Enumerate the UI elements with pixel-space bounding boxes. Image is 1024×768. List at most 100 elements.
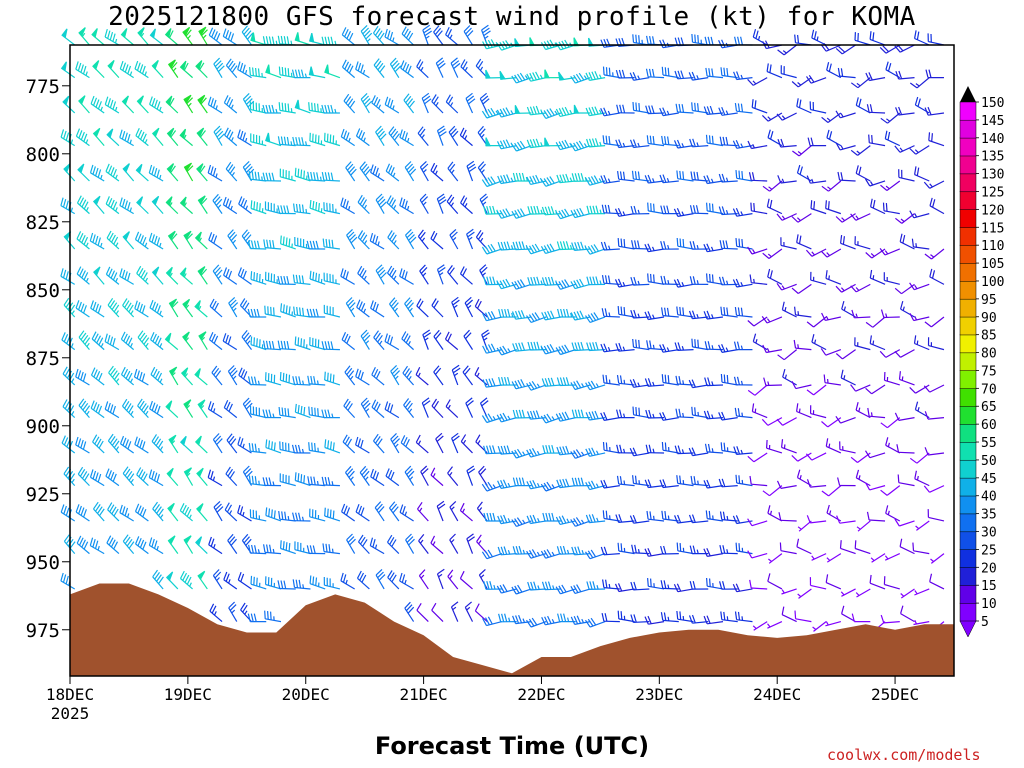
wind-barb (825, 270, 842, 285)
wind-barb (360, 397, 371, 418)
wind-barb (675, 103, 694, 114)
wind-barb (570, 310, 591, 321)
wind-barb (885, 505, 901, 522)
wind-barb (855, 165, 871, 182)
wind-barb (90, 400, 105, 419)
wind-barb (355, 368, 370, 386)
wind-barb (179, 128, 193, 147)
wind-barb (355, 61, 370, 79)
wind-barb (212, 264, 223, 285)
wind-barb (794, 610, 812, 623)
wind-barb (511, 208, 532, 219)
wind-barb (869, 269, 886, 285)
colorbar-label: 125 (981, 185, 1004, 200)
wind-barb (720, 373, 738, 386)
wind-barb (526, 514, 547, 525)
wind-barb (676, 306, 694, 318)
wind-barb (911, 238, 930, 250)
wind-barb (222, 28, 238, 46)
wind-barb (661, 307, 679, 318)
wind-barb (676, 475, 694, 487)
wind-barb (632, 101, 650, 114)
wind-barb (570, 615, 591, 625)
wind-barb (909, 77, 930, 89)
wind-barb (134, 300, 149, 318)
wind-barb (483, 445, 503, 455)
wind-barb (602, 374, 620, 386)
wind-barb (122, 466, 135, 487)
wind-barb (106, 230, 120, 250)
wind-barb (179, 267, 193, 285)
wind-barb (387, 230, 400, 250)
wind-barb (404, 601, 415, 622)
wind-barb (796, 98, 812, 114)
wind-barb (747, 77, 768, 86)
colorbar-swatch (959, 352, 977, 371)
wind-barb (148, 164, 164, 182)
wind-barb (825, 574, 842, 590)
y-tick-label: 850 (26, 280, 60, 302)
wind-barb (431, 398, 444, 419)
wind-barb (277, 35, 296, 46)
wind-barb (167, 502, 179, 522)
wind-barb (514, 105, 532, 114)
wind-barb (90, 367, 105, 386)
wind-barb (929, 573, 945, 590)
wind-barb (661, 135, 679, 147)
wind-barb (167, 230, 179, 250)
wind-barb (92, 434, 105, 454)
wind-barb (76, 231, 90, 250)
wind-barb (809, 101, 827, 114)
colorbar-top-arrow (960, 86, 976, 102)
wind-barb (167, 59, 179, 78)
wind-barb (343, 398, 356, 419)
wind-barb (164, 28, 179, 46)
wind-barb (703, 410, 724, 420)
wind-barb (430, 162, 444, 182)
wind-barb (601, 308, 620, 318)
wind-barb (526, 448, 547, 458)
wind-barb (644, 311, 665, 321)
wind-barb (675, 408, 694, 419)
wind-barb (761, 112, 783, 122)
colorbar-label: 60 (981, 418, 997, 433)
wind-barb (279, 168, 296, 182)
wind-barb (674, 342, 694, 351)
wind-barb (497, 479, 517, 489)
wind-barb (767, 573, 783, 590)
wind-barb (402, 365, 415, 386)
colorbar-label: 90 (981, 311, 997, 326)
wind-barb (688, 614, 709, 624)
wind-barb (212, 569, 223, 590)
wind-barb (198, 331, 208, 350)
wind-barb (479, 193, 489, 214)
wind-barb (718, 411, 738, 421)
wind-barb (321, 341, 340, 351)
colorbar-label: 10 (981, 597, 997, 612)
colorbar-swatch (959, 405, 977, 425)
wind-barb (248, 171, 267, 182)
wind-barb (279, 473, 296, 487)
wind-barb (416, 298, 429, 318)
wind-barb (122, 231, 135, 250)
wind-barb (767, 505, 783, 522)
wind-barb (384, 28, 400, 46)
wind-barb (806, 384, 827, 396)
wind-barb (390, 364, 401, 386)
colorbar-swatch (959, 549, 977, 568)
wind-barb (309, 575, 326, 590)
wind-barb (242, 160, 255, 182)
wind-barb (821, 180, 842, 192)
wind-barb (465, 397, 474, 418)
wind-barb (747, 550, 768, 559)
wind-barb (211, 365, 223, 386)
wind-barb (277, 275, 296, 285)
wind-barb (207, 469, 223, 487)
wind-barb (399, 129, 414, 147)
wind-barb (341, 27, 356, 46)
wind-barb (417, 126, 429, 147)
wind-barb (915, 520, 930, 531)
wind-barb (400, 435, 414, 454)
credit-text[interactable]: coolwx.com/models (827, 746, 981, 764)
wind-barb (585, 175, 606, 186)
